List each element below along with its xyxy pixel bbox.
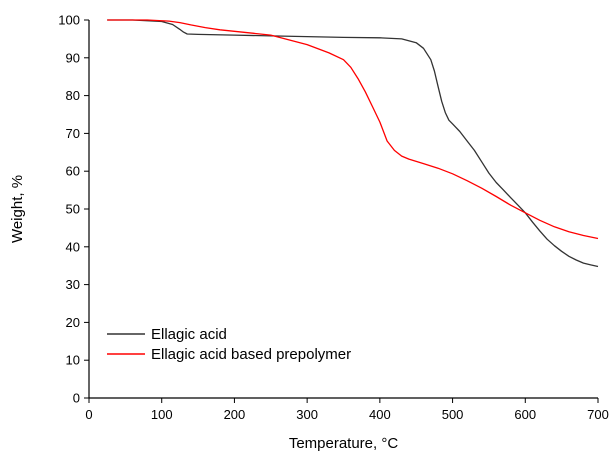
legend-label-ellagic-acid: Ellagic acid bbox=[151, 326, 227, 343]
x-tick-label: 700 bbox=[587, 407, 609, 422]
x-tick-label: 0 bbox=[85, 407, 92, 422]
y-tick-label: 10 bbox=[66, 353, 80, 368]
x-axis-ticks: 0 100 200 300 400 500 600 700 bbox=[85, 398, 609, 422]
x-tick-label: 300 bbox=[296, 407, 318, 422]
series-line-ellagic-acid bbox=[107, 19, 599, 268]
y-axis-title: Weight, % bbox=[9, 175, 26, 243]
y-tick-label: 80 bbox=[66, 88, 80, 103]
y-tick-label: 40 bbox=[66, 239, 80, 254]
x-axis-title: Temperature, °C bbox=[289, 435, 399, 452]
x-tick-label: 400 bbox=[369, 407, 391, 422]
y-tick-label: 30 bbox=[66, 277, 80, 292]
legend: Ellagic acid Ellagic acid based prepolym… bbox=[107, 326, 351, 363]
x-tick-label: 600 bbox=[514, 407, 536, 422]
y-tick-label: 50 bbox=[66, 202, 80, 217]
y-tick-label: 0 bbox=[73, 391, 80, 406]
y-tick-label: 90 bbox=[66, 50, 80, 65]
x-tick-label: 200 bbox=[224, 407, 246, 422]
x-tick-label: 500 bbox=[442, 407, 464, 422]
y-tick-label: 70 bbox=[66, 126, 80, 141]
y-tick-label: 20 bbox=[66, 315, 80, 330]
y-tick-label: 100 bbox=[58, 13, 80, 28]
y-axis-ticks: 0 10 20 30 40 50 60 70 80 90 100 bbox=[58, 13, 89, 406]
series-line-prepolymer bbox=[107, 19, 599, 240]
series-layer bbox=[107, 19, 599, 268]
legend-label-prepolymer: Ellagic acid based prepolymer bbox=[151, 346, 351, 363]
x-tick-label: 100 bbox=[151, 407, 173, 422]
y-tick-label: 60 bbox=[66, 164, 80, 179]
